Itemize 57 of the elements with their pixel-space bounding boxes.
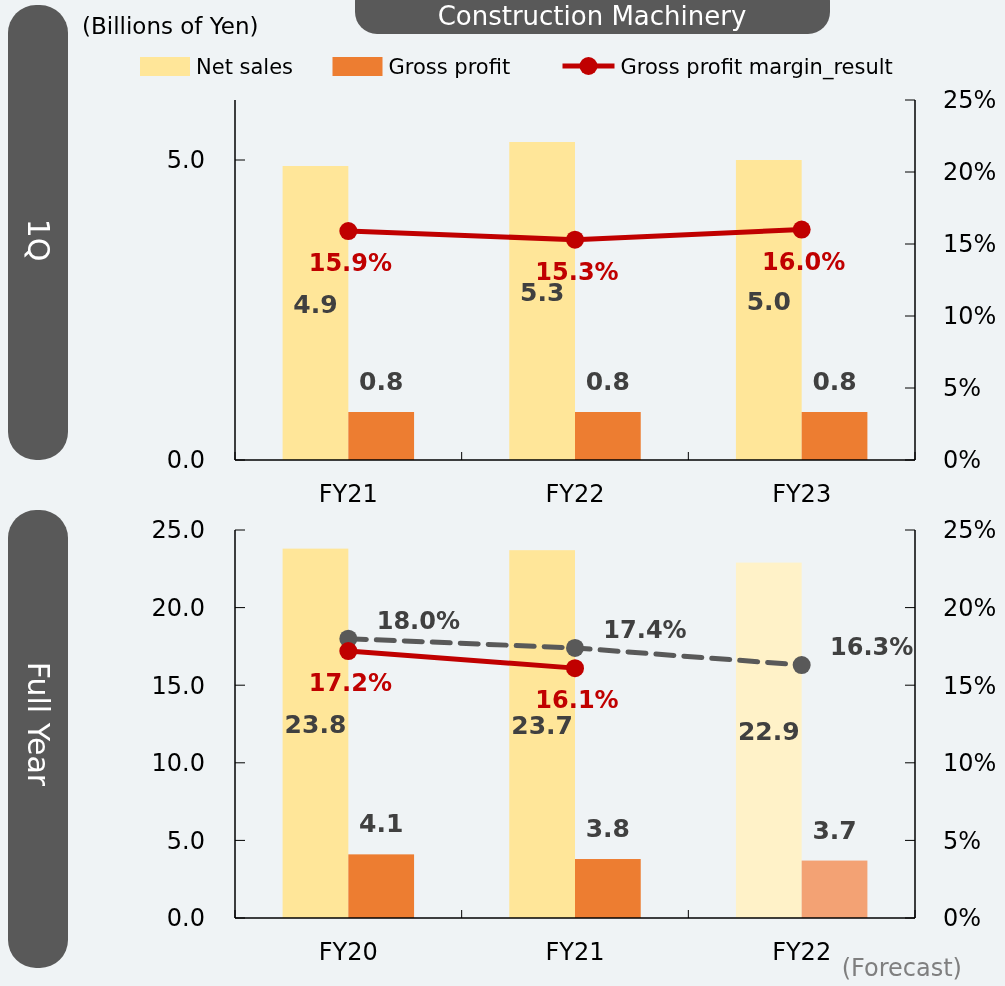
bar [575,859,641,918]
data-label: 0.8 [812,367,857,396]
y2-tick-label: 5% [943,374,982,403]
data-label: 16.0% [762,247,846,276]
data-label: 0.8 [585,367,631,396]
y2-tick-label: 25% [943,86,997,115]
y2-tick-label: 20% [943,158,997,187]
bar [735,562,802,918]
x-tick-label: FY21 [545,938,605,966]
bar [348,854,415,918]
y-tick-label: 5.0 [166,826,205,855]
y2-tick-label: 10% [943,749,997,778]
y2-tick-label: 15% [943,230,997,259]
legend-label: Gross profit [388,55,511,79]
data-label: 18.0% [376,606,460,635]
y2-tick-label: 5% [943,826,982,855]
chart-title: Construction Machinery [437,1,747,31]
legend-label: Gross profit margin_result [620,55,893,80]
x-tick-label: FY20 [318,938,378,966]
bar [801,412,868,460]
y-tick-label: 5.0 [166,146,205,175]
y2-tick-label: 10% [943,302,997,331]
data-label: 17.4% [603,615,687,644]
x-tick-label: FY23 [772,480,832,508]
bar [575,412,641,460]
data-label: 22.9 [737,717,800,747]
data-label: 17.2% [308,669,392,698]
y2-tick-label: 25% [943,516,997,545]
data-label: 3.8 [585,814,631,844]
y-axis-title: (Billions of Yen) [82,13,259,39]
text: (Forecast) [841,954,962,982]
data-label: 23.8 [284,710,347,740]
y2-tick-label: 0% [943,904,982,933]
y-tick-label: 25.0 [151,516,205,545]
y2-tick-label: 0% [943,446,982,475]
y-tick-label: 0.0 [166,904,205,933]
y-tick-label: 15.0 [151,671,205,700]
data-label: 0.8 [359,367,404,396]
bar [801,860,868,918]
x-tick-label: FY22 [772,938,832,966]
y2-tick-label: 20% [943,594,997,622]
text: Full Year [20,661,56,787]
data-label: 16.3% [830,633,914,662]
data-label: 3.7 [812,815,857,845]
data-label: 5.0 [746,287,791,316]
x-tick-label: FY22 [545,480,605,508]
text: 1Q [20,218,56,262]
data-label: 4.9 [293,290,338,319]
data-label: 15.9% [308,249,392,278]
y-tick-label: 20.0 [151,594,205,622]
x-tick-label: FY21 [318,480,378,508]
data-label: 4.1 [359,809,404,839]
legend-label: Net sales [196,55,294,79]
y2-tick-label: 15% [943,671,997,700]
bar [348,412,415,460]
y-tick-label: 10.0 [151,749,205,778]
y-tick-label: 0.0 [166,446,205,475]
